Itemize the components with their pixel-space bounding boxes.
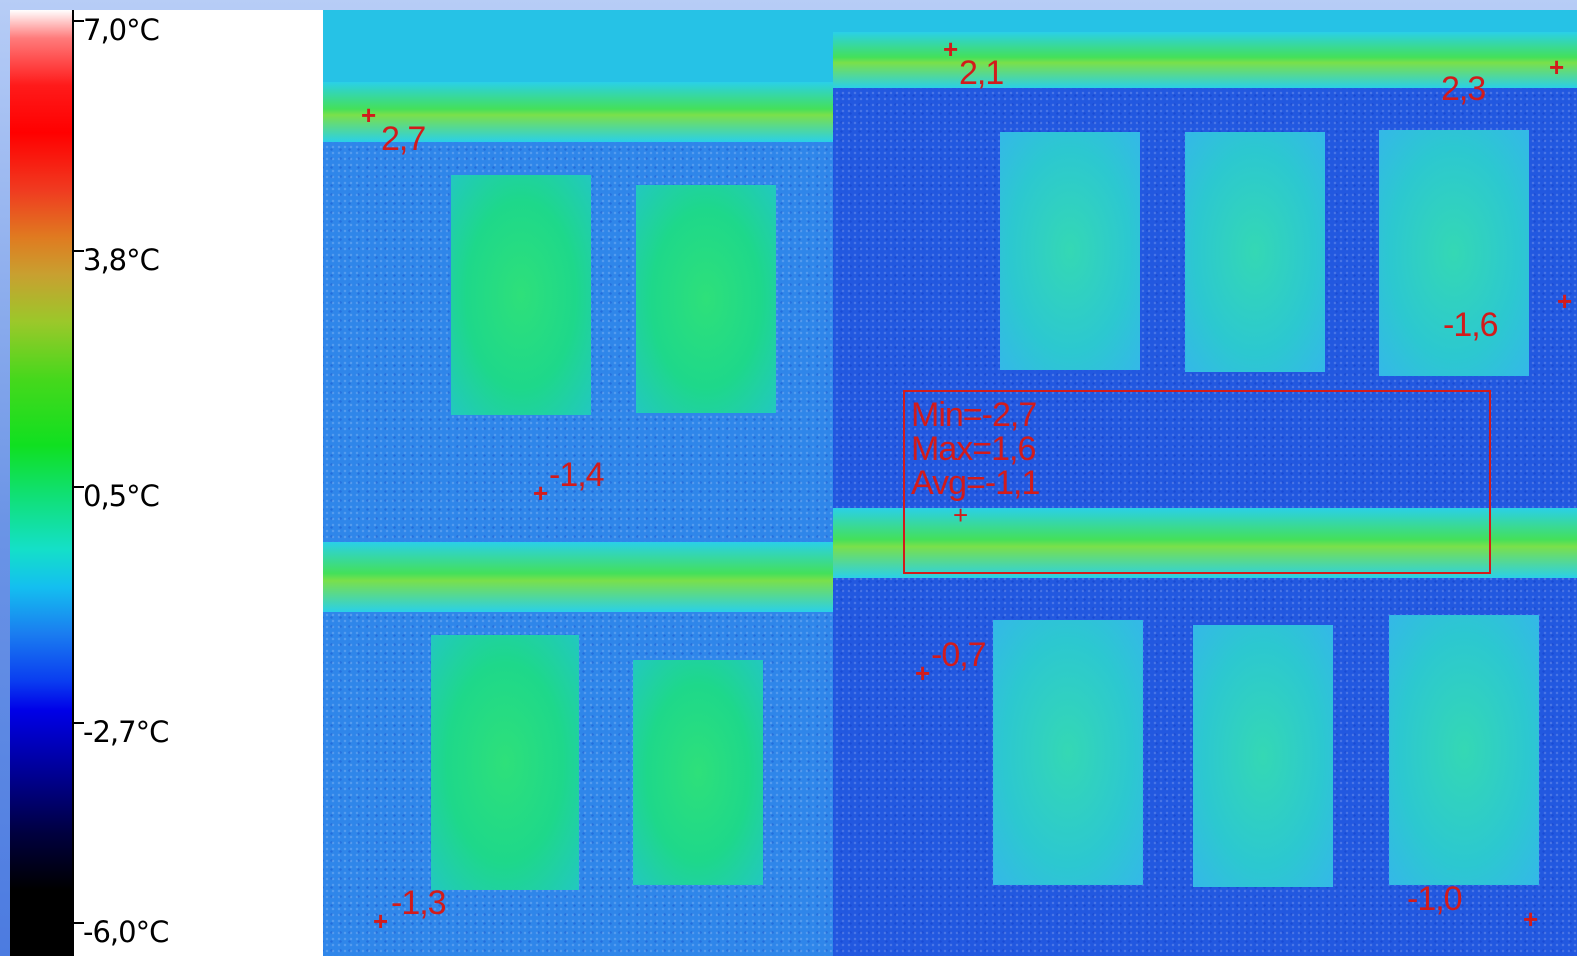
floor-slab-band [833,32,1577,88]
scale-tick [74,922,84,924]
roof-area-left [323,10,833,85]
window-hotspot [431,635,579,890]
spot-marker: + [373,906,389,936]
spot-marker: + [943,34,959,64]
scale-tick [74,486,84,488]
scale-tick-label: 3,8°C [83,243,160,277]
window-hotspot [993,620,1143,885]
spot-marker: + [1557,286,1573,316]
window-hotspot [633,660,763,885]
scale-tick-label: 0,5°C [83,479,160,513]
spot-temperature: -1,0 [1407,880,1463,918]
window-hotspot [1185,132,1325,372]
area-min-value: Min=-2,7 [911,396,1037,434]
scale-tick [74,20,84,22]
area-max-value: Max=1,6 [911,430,1036,468]
spot-temperature: -1,4 [549,456,605,494]
spot-marker: + [533,478,549,508]
measurement-area-box [903,390,1491,574]
spot-temperature: 2,1 [959,54,1004,92]
temperature-scale: 7,0°C 3,8°C 0,5°C -2,7°C -6,0°C [10,10,323,956]
scale-tick-label: -2,7°C [83,715,169,749]
window-hotspot [1000,132,1140,370]
color-gradient-bar [10,10,72,956]
area-avg-value: Avg=-1,1 [911,464,1040,502]
window-hotspot [1193,625,1333,887]
spot-temperature: -1,6 [1443,306,1499,344]
spot-temperature: 2,3 [1441,70,1486,108]
scale-tick-label: -6,0°C [83,915,169,949]
floor-slab-band [323,542,833,612]
floor-slab-band [323,82,833,142]
spot-marker: + [1523,904,1539,934]
scale-tick [74,722,84,724]
window-hotspot [1379,130,1529,376]
scale-tick [74,250,84,252]
window-hotspot [451,175,591,415]
scale-tick-label: 7,0°C [83,13,160,47]
spot-marker: + [915,658,931,688]
area-center-marker: + [953,500,969,530]
spot-marker: + [361,100,377,130]
thermal-image: + 2,7 + 2,1 2,3 + -1,6 + + -1,4 + -0,7 +… [323,10,1577,956]
spot-marker: + [1549,52,1565,82]
window-hotspot [1389,615,1539,885]
window-hotspot [636,185,776,413]
thermal-image-frame: 7,0°C 3,8°C 0,5°C -2,7°C -6,0°C [10,10,1577,956]
floor-slab-band [833,508,1577,578]
spot-temperature: -1,3 [391,884,447,922]
scale-axis-line [72,10,74,956]
spot-temperature: 2,7 [381,120,426,158]
spot-temperature: -0,7 [931,636,987,674]
